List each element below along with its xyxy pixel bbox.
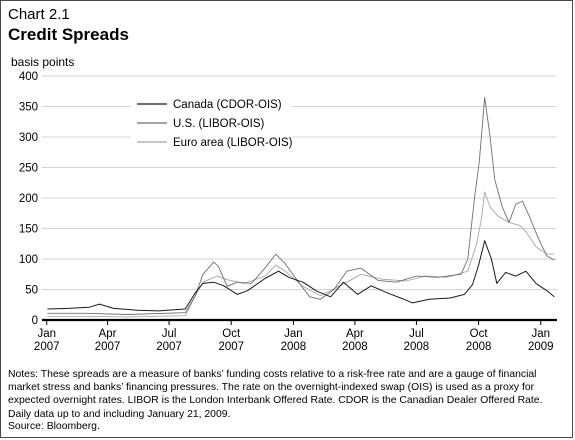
chart-number: Chart 2.1 xyxy=(8,6,70,23)
x-tick-label-3: Oct 2007 xyxy=(218,328,244,353)
legend: Canada (CDOR-OIS) U.S. (LIBOR-OIS) Euro ar… xyxy=(131,95,293,150)
y-axis-unit-label: basis points xyxy=(11,55,75,69)
x-tick-label-5: Apr 2008 xyxy=(342,328,368,353)
x-tick-label-line: Jul xyxy=(409,328,424,340)
x-tick-label-line: Jan xyxy=(284,328,303,340)
x-tick-label-line: Apr xyxy=(346,328,364,340)
x-tick-label-line: 2007 xyxy=(156,341,182,353)
gridlines xyxy=(42,75,557,290)
x-tick-label-line: Oct xyxy=(470,328,489,340)
x-tick-label-7: Oct 2008 xyxy=(466,328,492,353)
x-tick-label-4: Jan 2008 xyxy=(281,328,307,353)
x-tick-label-line: 2007 xyxy=(218,341,244,353)
x-tick-label-line: 2008 xyxy=(342,341,368,353)
x-tick-label-line: Jan xyxy=(532,328,551,340)
x-tick-label-line: 2008 xyxy=(281,341,307,353)
y-tick-label-0: 0 xyxy=(32,315,38,327)
x-tick-label-line: Jul xyxy=(162,328,177,340)
x-tick-label-line: 2009 xyxy=(528,341,554,353)
y-tick-label-300: 300 xyxy=(19,132,38,144)
chart-notes: Notes: These spreads are a measure of ba… xyxy=(8,369,543,420)
y-tick-label-50: 50 xyxy=(25,285,38,297)
x-tick-label-line: 2007 xyxy=(95,341,121,353)
series-lines xyxy=(47,96,555,318)
x-tick-label-1: Apr 2007 xyxy=(95,328,121,353)
x-tick-label-8: Jan 2009 xyxy=(528,328,554,353)
x-tick-label-line: Oct xyxy=(222,328,241,340)
x-tick-label-6: Jul 2008 xyxy=(404,328,430,353)
x-tick-label-line: Jan xyxy=(37,328,56,340)
legend-label-2: Euro area (LIBOR-OIS) xyxy=(173,137,293,149)
legend-label-1: U.S. (LIBOR-OIS) xyxy=(173,118,265,130)
x-tick-label-0: Jan 2007 xyxy=(34,328,60,353)
y-tick-label-250: 250 xyxy=(19,163,38,175)
chart-title: Credit Spreads xyxy=(8,25,129,44)
x-tick-label-line: 2008 xyxy=(404,341,430,353)
chart-source: Source: Bloomberg. xyxy=(8,421,100,432)
series-line-0 xyxy=(47,240,555,312)
y-tick-label-100: 100 xyxy=(19,254,38,266)
y-tick-labels: 0 50 100 150 200 250 300 350 400 xyxy=(19,71,38,327)
y-tick-label-200: 200 xyxy=(19,193,38,205)
x-tick-label-line: 2008 xyxy=(466,341,492,353)
y-tick-label-150: 150 xyxy=(19,224,38,236)
x-tick-label-line: 2007 xyxy=(34,341,60,353)
series-line-1 xyxy=(47,96,555,315)
series-line-2 xyxy=(47,191,555,318)
y-tick-label-400: 400 xyxy=(19,71,38,83)
x-tick-label-2: Jul 2007 xyxy=(156,328,182,353)
y-tick-label-350: 350 xyxy=(19,102,38,114)
legend-label-0: Canada (CDOR-OIS) xyxy=(173,99,282,111)
x-tick-label-line: Apr xyxy=(99,328,117,340)
